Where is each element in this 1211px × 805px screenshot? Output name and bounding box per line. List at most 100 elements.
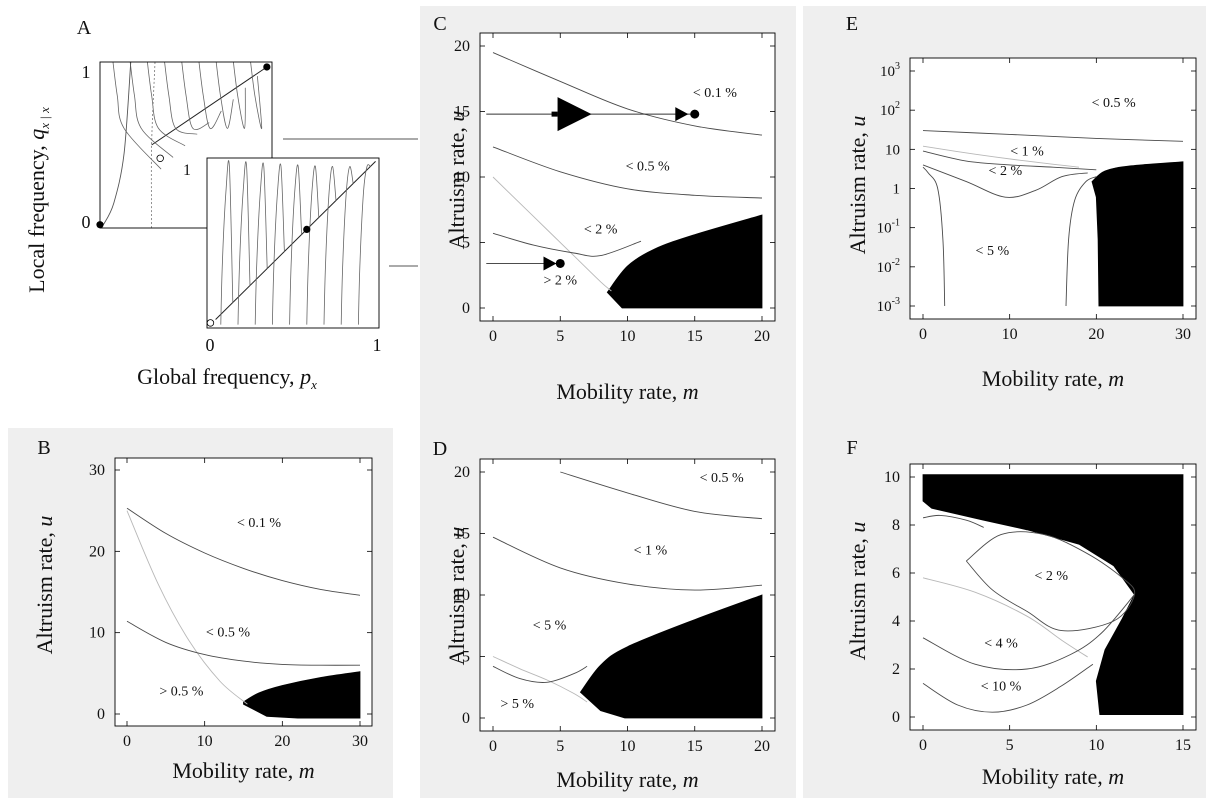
stable-point [303,225,311,233]
y-tick-label-base: 1 [893,182,901,198]
x-axis-label-variable: m [683,767,699,792]
plot-frame [909,463,1197,731]
x-tick-label: 10 [620,328,636,345]
grey-curve [922,577,1088,658]
y-tick-label: 0 [462,710,470,727]
region-label: < 2 % [584,222,618,237]
y-tick-label-base: 10 [877,221,892,237]
unstable-point [206,319,215,327]
y-axis-label-text: Altruism rate, [32,532,57,654]
contour-line-3 [492,665,588,683]
phase-trajectory [254,162,268,325]
y-tick-label: 10 [454,587,470,604]
y-tick-label: 10 [885,142,900,158]
x-axis-label: Mobility rate, m [556,379,698,404]
x-axis-label-subscript: x [310,377,317,392]
contour-line-2 [492,536,763,591]
x-tick-label: 10 [1088,737,1104,754]
y-tick-label: 10 [454,169,470,186]
x-tick-label: 15 [687,328,703,345]
y-tick-label: 20 [89,543,105,560]
y-axis-label: Altruism rate, u [444,111,469,250]
phase-trajectory [306,165,320,325]
inner-tick-label: 1 [183,162,191,179]
y-axis-label: Altruism rate, u [444,527,469,666]
panel-b: < 0.1 % < 0.5 % > 0.5 % 0 10 20 30 0 10 20 30 Mobil… [32,437,373,783]
x-tick-label: 0 [489,738,497,755]
y-tick-label-exponent: 3 [895,61,900,72]
contour-line-5 [1065,176,1097,307]
y-axis-label-text: Altruism rate, [845,538,870,660]
stable-point [263,63,271,71]
y-tick-label-exponent: 2 [895,100,900,111]
y-axis-label: Altruism rate, u [845,116,870,255]
y-tick-label: 2 [892,661,900,678]
y-axis-label-subscript: x | x [37,107,52,130]
y-tick-label-exponent: -1 [892,218,900,229]
y-tick-label: 4 [892,613,900,630]
region-label: > 5 % [500,697,534,712]
x-tick-label: 20 [274,733,290,750]
panel-c: < 0.1 % < 0.5 % < 2 % > 2 % 0 5 10 15 20 0 5 10 15 20… [433,13,776,404]
grey-curve [126,510,248,705]
plot-content [126,507,361,719]
y-tick-label: 20 [454,38,470,55]
contour-line-1 [922,130,1184,142]
y-tick-label: 103 [880,61,900,80]
x-tick-label: 10 [1002,326,1018,343]
region-label: < 4 % [984,636,1018,651]
region-label: < 0.5 % [700,471,744,486]
y-tick-label-base: 10 [880,64,895,80]
y-tick-label-base: 10 [885,142,900,158]
contour-line-3 [922,166,946,307]
trajectory-small-arrow [543,256,557,271]
y-tick-label-exponent: -2 [892,257,900,268]
contour-line-1 [126,507,361,596]
x-tick-label: 0 [919,737,927,754]
black-region [1091,161,1184,307]
x-axis-label-text: Mobility rate, [982,366,1103,391]
contour-line-2 [492,146,763,199]
y-axis-label: Local frequency, qx | x [24,107,52,293]
y-tick-label: 1 [82,62,91,82]
phase-trajectory [358,164,371,325]
unstable-point [156,154,164,162]
y-tick-label: 0 [97,706,105,723]
panel-a: A 1 0 1 0 1 Global frequency, px Local frequenc… [24,17,418,392]
x-axis-label: Mobility rate, m [556,767,698,792]
region-label: < 0.1 % [237,516,281,531]
x-tick-label: 20 [754,738,770,755]
x-tick-label: 5 [1006,737,1014,754]
contour-line-3 [492,232,642,257]
region-label: < 2 % [989,164,1023,179]
panel-letter: A [77,17,92,39]
phase-trajectory [237,161,251,325]
phase-trajectory [181,62,210,130]
x-axis-label: Mobility rate, m [982,764,1124,789]
region-label: < 10 % [981,680,1022,695]
y-axis-label-text: Altruism rate, [444,543,469,665]
x-tick-label: 1 [373,335,382,355]
phase-plot-content [215,160,376,325]
x-axis-label-text: Mobility rate, [556,379,677,404]
y-tick-label: 10-1 [877,218,900,237]
phase-plot-frame [99,61,273,229]
y-tick-label: 10-3 [877,296,900,315]
phase-trajectory [289,164,302,325]
y-axis-label-variable: q [24,129,49,140]
y-tick-label-base: 10 [880,103,895,119]
region-label: < 1 % [1010,144,1044,159]
grey-curve [922,145,1080,168]
panel-letter: B [37,437,50,459]
panel-e: < 0.5 %< 1 %< 2 %< 5 %0 10 20 3010-310-210-… [845,13,1197,391]
y-tick-label: 10 [884,469,900,486]
x-tick-label: 20 [1088,326,1104,343]
y-tick-label: 20 [454,464,470,481]
x-axis-label-text: Global frequency, [137,364,294,389]
x-tick-label: 20 [754,328,770,345]
y-axis-label-variable: u [845,522,870,533]
y-tick-label: 5 [462,649,470,666]
panel-f: < 2 % < 4 % < 10 % 0 5 10 15 0 2 4 6 8 10 Mobility ra… [845,437,1197,789]
y-tick-label: 8 [892,517,900,534]
x-axis-label-variable: m [683,379,699,404]
